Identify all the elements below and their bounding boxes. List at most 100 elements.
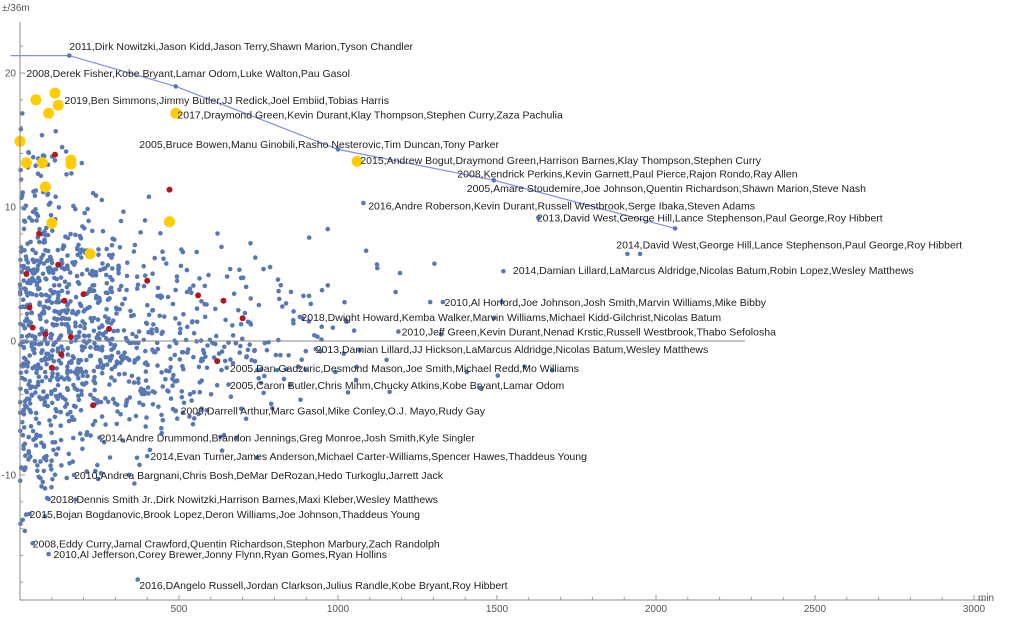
data-point bbox=[100, 228, 106, 234]
data-point bbox=[223, 317, 228, 323]
data-point bbox=[23, 453, 28, 459]
data-point bbox=[150, 271, 155, 277]
data-point bbox=[306, 235, 312, 240]
data-point bbox=[116, 372, 122, 377]
data-point bbox=[78, 323, 83, 329]
data-point bbox=[53, 194, 58, 199]
data-point bbox=[363, 248, 369, 253]
data-point bbox=[330, 325, 336, 331]
data-point bbox=[37, 226, 42, 232]
data-point bbox=[76, 376, 81, 381]
red-point bbox=[214, 358, 221, 365]
data-point bbox=[258, 380, 264, 386]
data-point bbox=[136, 329, 142, 334]
data-point bbox=[79, 271, 85, 277]
data-point bbox=[22, 377, 28, 382]
data-point bbox=[88, 353, 94, 359]
data-point bbox=[56, 205, 62, 210]
data-point bbox=[303, 348, 309, 354]
data-point bbox=[34, 292, 39, 298]
x-tick-label: 1500 bbox=[486, 604, 509, 615]
data-point bbox=[146, 194, 152, 200]
data-point bbox=[318, 349, 324, 354]
data-point bbox=[63, 397, 68, 402]
red-point bbox=[52, 151, 58, 158]
data-point bbox=[135, 340, 141, 346]
data-point bbox=[168, 396, 174, 401]
data-point bbox=[38, 260, 43, 265]
data-point bbox=[277, 296, 282, 302]
data-point bbox=[76, 281, 82, 287]
data-point bbox=[95, 462, 100, 468]
annotation-label: 2017,Draymond Green,Kevin Durant,Klay Th… bbox=[177, 110, 563, 122]
data-point bbox=[135, 356, 140, 362]
data-point bbox=[52, 414, 58, 420]
annotation-label: 2014,Evan Turner,James Anderson,Michael … bbox=[150, 451, 587, 463]
data-point bbox=[273, 352, 279, 358]
data-point bbox=[41, 240, 46, 245]
data-point bbox=[32, 193, 38, 199]
data-point bbox=[42, 454, 48, 460]
data-point bbox=[35, 379, 41, 385]
data-point bbox=[116, 264, 122, 270]
data-point bbox=[174, 278, 180, 284]
data-point bbox=[109, 289, 115, 295]
data-point bbox=[107, 296, 112, 301]
data-point bbox=[32, 278, 37, 284]
data-point bbox=[33, 410, 39, 416]
data-point bbox=[41, 308, 46, 314]
data-point bbox=[550, 368, 555, 373]
data-point bbox=[30, 541, 35, 546]
annotation-label: 2009,Darrell Arthur,Marc Gasol,Mike Conl… bbox=[181, 406, 486, 418]
data-point bbox=[47, 377, 53, 383]
data-point bbox=[281, 376, 287, 382]
data-point bbox=[637, 251, 643, 257]
data-point bbox=[144, 415, 149, 420]
data-point bbox=[26, 434, 32, 440]
data-point bbox=[33, 416, 39, 422]
data-point bbox=[160, 249, 165, 254]
data-point bbox=[35, 468, 40, 474]
data-point bbox=[48, 463, 53, 468]
data-point bbox=[27, 290, 33, 296]
data-point bbox=[135, 282, 141, 288]
data-point bbox=[170, 376, 175, 382]
data-point bbox=[70, 417, 75, 422]
data-point bbox=[115, 402, 120, 408]
red-point bbox=[239, 315, 246, 322]
data-point bbox=[65, 352, 71, 357]
data-point bbox=[177, 321, 182, 326]
data-point bbox=[66, 451, 72, 457]
data-point bbox=[59, 288, 65, 294]
data-point bbox=[93, 193, 99, 198]
data-point bbox=[88, 345, 93, 350]
data-point bbox=[30, 154, 36, 160]
data-point bbox=[122, 296, 128, 302]
data-point bbox=[244, 354, 249, 360]
data-point bbox=[52, 158, 58, 163]
red-point bbox=[58, 351, 65, 358]
data-point bbox=[179, 349, 185, 355]
data-point bbox=[65, 253, 70, 258]
data-point bbox=[196, 411, 201, 417]
data-point bbox=[183, 337, 189, 343]
red-point bbox=[195, 292, 202, 299]
data-point bbox=[36, 342, 42, 347]
data-point bbox=[228, 394, 234, 400]
data-point bbox=[156, 404, 161, 410]
data-point bbox=[224, 274, 230, 279]
data-point bbox=[243, 284, 249, 290]
data-point bbox=[104, 246, 109, 252]
data-point bbox=[36, 420, 42, 426]
data-point bbox=[57, 393, 63, 398]
red-point bbox=[26, 304, 33, 311]
data-point bbox=[284, 367, 289, 372]
data-point bbox=[155, 363, 160, 368]
data-point bbox=[159, 412, 164, 418]
gold-point bbox=[84, 248, 96, 260]
red-point bbox=[80, 291, 87, 298]
data-point bbox=[100, 324, 105, 329]
data-point bbox=[20, 297, 26, 303]
data-point bbox=[253, 255, 258, 260]
y-tick-label: 0 bbox=[10, 337, 16, 348]
